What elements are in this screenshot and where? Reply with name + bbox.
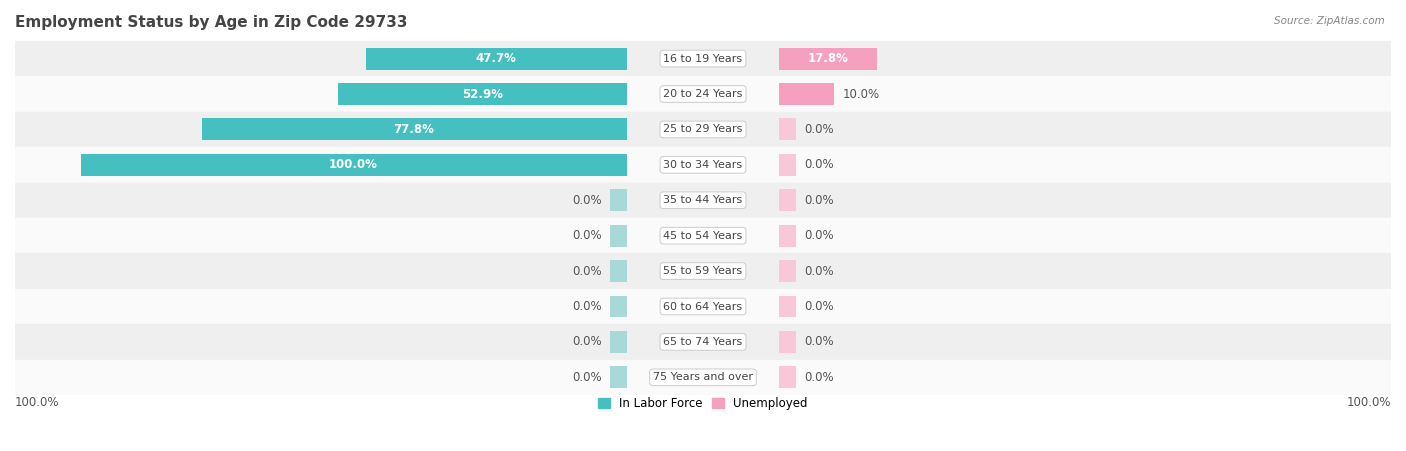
Text: 0.0%: 0.0% xyxy=(804,336,834,349)
Text: 52.9%: 52.9% xyxy=(461,87,502,101)
Bar xyxy=(779,366,796,388)
Bar xyxy=(779,295,796,318)
Text: 17.8%: 17.8% xyxy=(807,52,848,65)
Bar xyxy=(610,295,627,318)
Bar xyxy=(15,112,1391,147)
Text: 25 to 29 Years: 25 to 29 Years xyxy=(664,124,742,134)
Bar xyxy=(366,48,627,69)
Bar xyxy=(15,76,1391,112)
Bar xyxy=(15,183,1391,218)
Text: 20 to 24 Years: 20 to 24 Years xyxy=(664,89,742,99)
Bar xyxy=(15,253,1391,289)
Bar xyxy=(201,119,627,140)
Text: 0.0%: 0.0% xyxy=(804,300,834,313)
Bar xyxy=(779,154,796,176)
Bar xyxy=(779,260,796,282)
Text: 0.0%: 0.0% xyxy=(804,265,834,277)
Text: 77.8%: 77.8% xyxy=(394,123,434,136)
Bar xyxy=(610,189,627,211)
Text: 0.0%: 0.0% xyxy=(572,371,602,384)
Bar xyxy=(779,225,796,247)
Bar xyxy=(610,225,627,247)
Bar xyxy=(779,83,834,105)
Text: 30 to 34 Years: 30 to 34 Years xyxy=(664,160,742,170)
Text: 60 to 64 Years: 60 to 64 Years xyxy=(664,302,742,312)
Text: 0.0%: 0.0% xyxy=(572,265,602,277)
Text: 10.0%: 10.0% xyxy=(842,87,879,101)
Bar xyxy=(779,331,796,353)
Text: 0.0%: 0.0% xyxy=(804,123,834,136)
Bar xyxy=(15,147,1391,183)
Bar xyxy=(15,289,1391,324)
Bar xyxy=(15,324,1391,359)
Bar xyxy=(779,189,796,211)
Bar xyxy=(610,260,627,282)
Text: 16 to 19 Years: 16 to 19 Years xyxy=(664,54,742,64)
Bar xyxy=(779,48,876,69)
Text: 0.0%: 0.0% xyxy=(572,229,602,242)
Text: 45 to 54 Years: 45 to 54 Years xyxy=(664,230,742,241)
Bar xyxy=(610,331,627,353)
Text: 100.0%: 100.0% xyxy=(1347,396,1391,409)
Text: 0.0%: 0.0% xyxy=(804,229,834,242)
Bar xyxy=(15,359,1391,395)
Text: 55 to 59 Years: 55 to 59 Years xyxy=(664,266,742,276)
Bar xyxy=(610,366,627,388)
Bar xyxy=(15,218,1391,253)
Text: 65 to 74 Years: 65 to 74 Years xyxy=(664,337,742,347)
Text: 100.0%: 100.0% xyxy=(329,158,378,171)
Legend: In Labor Force, Unemployed: In Labor Force, Unemployed xyxy=(595,394,811,414)
Bar xyxy=(15,41,1391,76)
Text: 0.0%: 0.0% xyxy=(804,194,834,207)
Bar xyxy=(337,83,627,105)
Text: 35 to 44 Years: 35 to 44 Years xyxy=(664,195,742,205)
Text: 0.0%: 0.0% xyxy=(572,300,602,313)
Bar xyxy=(779,119,796,140)
Text: 0.0%: 0.0% xyxy=(572,336,602,349)
Text: 0.0%: 0.0% xyxy=(572,194,602,207)
Text: 0.0%: 0.0% xyxy=(804,158,834,171)
Text: Employment Status by Age in Zip Code 29733: Employment Status by Age in Zip Code 297… xyxy=(15,15,408,30)
Text: 100.0%: 100.0% xyxy=(15,396,59,409)
Text: 0.0%: 0.0% xyxy=(804,371,834,384)
Text: Source: ZipAtlas.com: Source: ZipAtlas.com xyxy=(1274,16,1385,26)
Text: 75 Years and over: 75 Years and over xyxy=(652,373,754,382)
Text: 47.7%: 47.7% xyxy=(475,52,517,65)
Bar xyxy=(80,154,627,176)
